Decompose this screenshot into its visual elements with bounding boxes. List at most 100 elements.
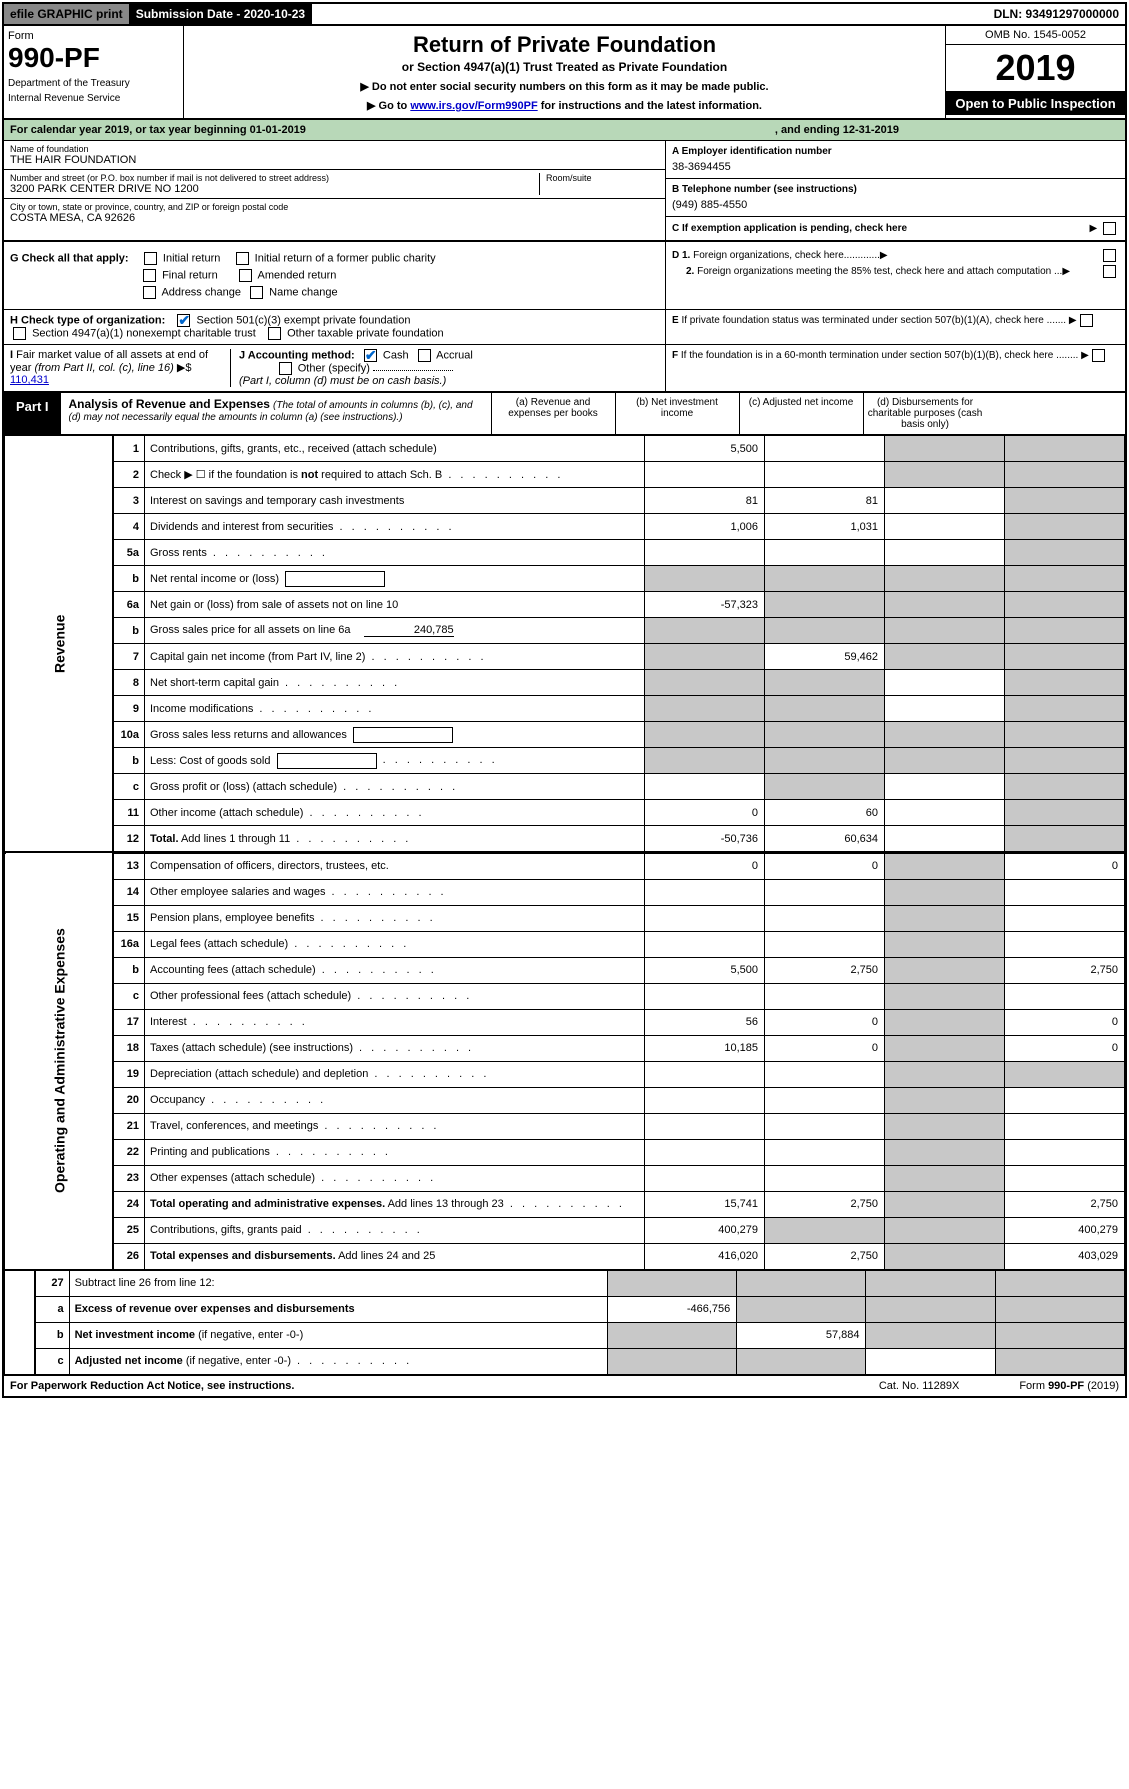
value-cell: 0 [765, 1009, 885, 1035]
shaded-cell [885, 644, 1005, 670]
value-cell [885, 540, 1005, 566]
shaded-cell [885, 1087, 1005, 1113]
efile-button[interactable]: efile GRAPHIC print [4, 4, 130, 24]
accrual-checkbox[interactable] [418, 349, 431, 362]
shaded-cell [1005, 566, 1125, 592]
row-num: 9 [113, 696, 145, 722]
sec501-checkbox[interactable] [177, 314, 190, 327]
value-cell: 1,031 [765, 514, 885, 540]
table-row: 23Other expenses (attach schedule) [5, 1165, 1125, 1191]
irs-link[interactable]: www.irs.gov/Form990PF [410, 100, 537, 112]
row-num: c [113, 774, 145, 800]
row-num: 20 [113, 1087, 145, 1113]
shaded-cell [1005, 696, 1125, 722]
amended-return-checkbox[interactable] [239, 269, 252, 282]
value-cell: 5,500 [645, 436, 765, 462]
table-row: 9Income modifications [5, 696, 1125, 722]
table-row: 24Total operating and administrative exp… [5, 1191, 1125, 1217]
shaded-cell [995, 1348, 1124, 1374]
dln-label: DLN: 93491297000000 [988, 4, 1125, 24]
value-cell: 56 [645, 1009, 765, 1035]
row-num: 22 [113, 1139, 145, 1165]
shaded-cell [885, 1243, 1005, 1269]
row-desc: Total. Add lines 1 through 11 [145, 826, 645, 852]
other-method-checkbox[interactable] [279, 362, 292, 375]
other-taxable-checkbox[interactable] [268, 327, 281, 340]
row-desc: Net rental income or (loss) [145, 566, 645, 592]
value-cell: 60,634 [765, 826, 885, 852]
calendar-year-row: For calendar year 2019, or tax year begi… [4, 120, 1125, 141]
row-desc: Total expenses and disbursements. Add li… [145, 1243, 645, 1269]
tax-year: 2019 [946, 45, 1125, 92]
table-row: Operating and Administrative Expenses13C… [5, 853, 1125, 879]
final-return-checkbox[interactable] [143, 269, 156, 282]
table-row: 7Capital gain net income (from Part IV, … [5, 644, 1125, 670]
shaded-cell [885, 618, 1005, 644]
shaded-cell [1005, 618, 1125, 644]
value-cell [765, 905, 885, 931]
value-cell [1005, 1113, 1125, 1139]
row-desc: Other income (attach schedule) [145, 800, 645, 826]
row-desc: Dividends and interest from securities [145, 514, 645, 540]
initial-former-checkbox[interactable] [236, 252, 249, 265]
shaded-cell [1005, 826, 1125, 852]
value-cell [765, 1061, 885, 1087]
row-desc: Printing and publications [145, 1139, 645, 1165]
dept-irs: Internal Revenue Service [8, 93, 179, 104]
d2-checkbox[interactable] [1103, 265, 1116, 278]
row-num: 4 [113, 514, 145, 540]
shaded-cell [608, 1270, 737, 1296]
shaded-cell [1005, 774, 1125, 800]
shaded-cell [737, 1296, 866, 1322]
shaded-cell [765, 722, 885, 748]
address-change-checkbox[interactable] [143, 286, 156, 299]
shaded-cell [885, 879, 1005, 905]
shaded-cell [608, 1322, 737, 1348]
table-row: 8Net short-term capital gain [5, 670, 1125, 696]
row-num: 17 [113, 1009, 145, 1035]
row-desc: Other professional fees (attach schedule… [145, 983, 645, 1009]
shaded-cell [885, 462, 1005, 488]
row-desc: Interest [145, 1009, 645, 1035]
ein-cell: A Employer identification number 38-3694… [666, 141, 1125, 179]
name-change-checkbox[interactable] [250, 286, 263, 299]
row-desc: Check ▶ ☐ if the foundation is not requi… [145, 462, 645, 488]
table-row: 27Subtract line 26 from line 12: [5, 1270, 1125, 1296]
row-num: 7 [113, 644, 145, 670]
row-num: 23 [113, 1165, 145, 1191]
table-row: 22Printing and publications [5, 1139, 1125, 1165]
row-num: 8 [113, 670, 145, 696]
row-desc: Net short-term capital gain [145, 670, 645, 696]
e-checkbox[interactable] [1080, 314, 1093, 327]
row-desc: Compensation of officers, directors, tru… [145, 853, 645, 879]
row-desc: Pension plans, employee benefits [145, 905, 645, 931]
shaded-cell [645, 618, 765, 644]
exemption-checkbox[interactable] [1103, 222, 1116, 235]
row-num: 21 [113, 1113, 145, 1139]
shaded-cell [995, 1296, 1124, 1322]
d1-checkbox[interactable] [1103, 249, 1116, 262]
col-d-header: (d) Disbursements for charitable purpose… [863, 393, 987, 434]
top-bar: efile GRAPHIC print Submission Date - 20… [4, 4, 1125, 26]
row-num: b [113, 957, 145, 983]
row-desc: Income modifications [145, 696, 645, 722]
cash-checkbox[interactable] [364, 349, 377, 362]
f-checkbox[interactable] [1092, 349, 1105, 362]
row-desc: Depreciation (attach schedule) and deple… [145, 1061, 645, 1087]
shaded-cell [1005, 540, 1125, 566]
value-cell [1005, 931, 1125, 957]
checks-section: G Check all that apply: Initial return I… [4, 241, 1125, 309]
value-cell [885, 696, 1005, 722]
initial-return-checkbox[interactable] [144, 252, 157, 265]
value-cell [765, 1087, 885, 1113]
table-row: aExcess of revenue over expenses and dis… [5, 1296, 1125, 1322]
row-num: b [113, 748, 145, 774]
header-center: Return of Private Foundation or Section … [184, 26, 945, 118]
shaded-cell [885, 748, 1005, 774]
sec4947-checkbox[interactable] [13, 327, 26, 340]
shaded-cell [866, 1296, 995, 1322]
value-cell: 1,006 [645, 514, 765, 540]
value-cell: 2,750 [1005, 1191, 1125, 1217]
col-c-header: (c) Adjusted net income [739, 393, 863, 434]
shaded-cell [1005, 748, 1125, 774]
